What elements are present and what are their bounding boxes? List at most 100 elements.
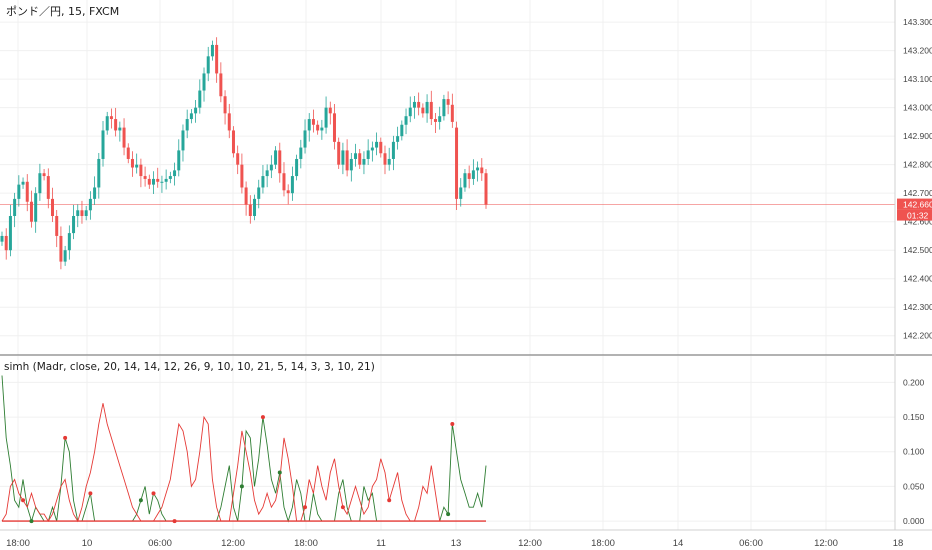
candle-body[interactable]	[467, 173, 471, 179]
candle-body[interactable]	[396, 136, 400, 142]
time-axis[interactable]: 18:00 10 06:00 12:00 18:00 11 13 12:00 18:00 14 06…	[6, 538, 903, 549]
candle-body[interactable]	[417, 101, 421, 108]
candle-body[interactable]	[84, 210, 88, 216]
indicator-title[interactable]: simh (Madr, close, 20, 14, 14, 12, 26, 9…	[4, 361, 375, 373]
candle-body[interactable]	[13, 198, 17, 216]
candle-body[interactable]	[164, 178, 168, 182]
candle-body[interactable]	[438, 116, 442, 122]
candle-body[interactable]	[358, 153, 362, 165]
candle-body[interactable]	[177, 150, 181, 171]
candle-body[interactable]	[400, 124, 404, 137]
candle-body[interactable]	[450, 104, 454, 122]
candle-body[interactable]	[433, 119, 437, 122]
candle-body[interactable]	[135, 164, 139, 168]
candle-body[interactable]	[34, 193, 38, 222]
candle-body[interactable]	[72, 215, 76, 234]
candle-body[interactable]	[202, 73, 206, 91]
candle-body[interactable]	[173, 170, 177, 177]
candle-body[interactable]	[282, 173, 286, 191]
candle-body[interactable]	[455, 127, 459, 199]
candle-body[interactable]	[168, 176, 172, 179]
candle-body[interactable]	[391, 141, 395, 159]
candle-body[interactable]	[324, 107, 328, 128]
candle-body[interactable]	[122, 127, 126, 148]
price-axis[interactable]: 143.300 143.200 143.100 143.000 142.900 142.8…	[897, 17, 932, 341]
candle-body[interactable]	[160, 181, 164, 183]
candle-body[interactable]	[42, 173, 46, 177]
symbol-title[interactable]: ポンド／円, 15, FXCM	[6, 5, 120, 18]
candle-body[interactable]	[189, 113, 193, 120]
candle-body[interactable]	[295, 158, 299, 177]
candle-body[interactable]	[231, 130, 235, 154]
candle-body[interactable]	[337, 141, 341, 165]
candle-body[interactable]	[425, 101, 429, 114]
candle-body[interactable]	[152, 178, 156, 185]
candle-body[interactable]	[328, 107, 332, 114]
candle-body[interactable]	[118, 127, 122, 131]
candle-body[interactable]	[185, 119, 189, 131]
candle-body[interactable]	[181, 130, 185, 151]
candle-body[interactable]	[51, 198, 55, 216]
candle-body[interactable]	[345, 150, 349, 171]
candle-body[interactable]	[109, 116, 113, 120]
candle-body[interactable]	[114, 119, 118, 131]
candle-body[interactable]	[130, 158, 134, 168]
candle-body[interactable]	[80, 210, 84, 216]
candle-body[interactable]	[290, 176, 294, 194]
candle-body[interactable]	[459, 187, 463, 199]
candle-body[interactable]	[8, 215, 12, 251]
candle-body[interactable]	[442, 99, 446, 117]
candle-body[interactable]	[349, 158, 353, 171]
candle-body[interactable]	[484, 173, 488, 205]
candle-body[interactable]	[341, 150, 345, 165]
candle-body[interactable]	[404, 116, 408, 125]
candle-body[interactable]	[227, 113, 231, 131]
candle-body[interactable]	[236, 153, 240, 165]
candle-body[interactable]	[257, 187, 261, 199]
candle-body[interactable]	[206, 56, 210, 74]
candle-body[interactable]	[362, 158, 366, 165]
candle-body[interactable]	[379, 141, 383, 154]
candle-body[interactable]	[408, 107, 412, 117]
candle-body[interactable]	[366, 150, 370, 159]
candle-body[interactable]	[421, 107, 425, 114]
indicator-axis[interactable]: 0.200 0.150 0.100 0.050 0.000	[903, 377, 925, 526]
candle-body[interactable]	[46, 176, 50, 199]
candle-body[interactable]	[471, 170, 475, 179]
candle-body[interactable]	[215, 44, 219, 74]
candle-body[interactable]	[244, 187, 248, 205]
candle-body[interactable]	[429, 101, 433, 120]
candle-body[interactable]	[253, 198, 257, 216]
candle-body[interactable]	[97, 158, 101, 188]
price-candles[interactable]	[0, 37, 488, 270]
candle-body[interactable]	[198, 90, 202, 108]
candle-body[interactable]	[4, 235, 8, 251]
indicator-lines[interactable]	[1, 375, 487, 524]
candle-body[interactable]	[105, 116, 109, 131]
candle-body[interactable]	[76, 210, 80, 216]
candle-body[interactable]	[59, 235, 63, 262]
candle-body[interactable]	[17, 184, 21, 199]
candle-body[interactable]	[370, 147, 374, 151]
candle-body[interactable]	[248, 204, 252, 216]
candle-body[interactable]	[286, 190, 290, 194]
candle-body[interactable]	[55, 215, 59, 236]
candle-body[interactable]	[139, 164, 143, 177]
candle-body[interactable]	[63, 250, 67, 262]
candle-body[interactable]	[240, 164, 244, 188]
candle-body[interactable]	[93, 187, 97, 199]
candle-body[interactable]	[261, 176, 265, 188]
candle-body[interactable]	[320, 127, 324, 131]
candle-body[interactable]	[332, 113, 336, 142]
candle-body[interactable]	[274, 150, 278, 165]
candle-body[interactable]	[354, 153, 358, 159]
candle-body[interactable]	[88, 198, 92, 211]
candle-body[interactable]	[156, 178, 160, 182]
candle-body[interactable]	[299, 147, 303, 159]
candle-body[interactable]	[67, 233, 71, 251]
candle-body[interactable]	[101, 130, 105, 159]
candle-body[interactable]	[219, 73, 223, 97]
candle-body[interactable]	[446, 99, 450, 105]
candle-body[interactable]	[265, 170, 269, 177]
candle-body[interactable]	[375, 141, 379, 148]
